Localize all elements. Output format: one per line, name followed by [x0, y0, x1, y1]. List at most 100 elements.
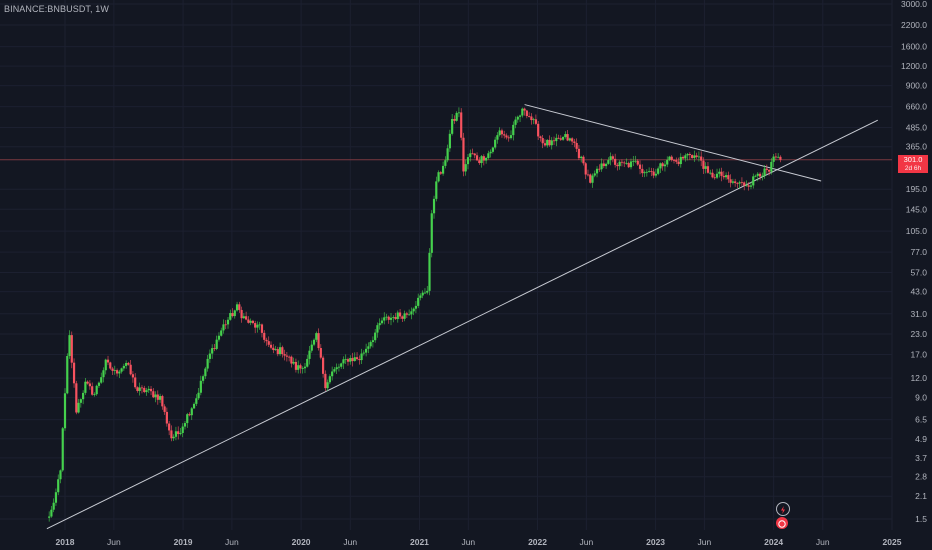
candle-up	[122, 365, 125, 369]
price-axis[interactable]: 3000.0 2200.0 1600.0 1200.0 900.0 660.0 485.0 3…	[901, 0, 927, 524]
candle-up	[412, 308, 415, 312]
candle-down	[688, 154, 691, 156]
price-tick-label: 17.0	[910, 350, 927, 360]
candle-down	[577, 148, 581, 159]
candle-down	[351, 358, 354, 361]
candle-up	[564, 134, 567, 137]
candle-down	[299, 365, 302, 369]
candle-down	[462, 137, 465, 172]
candle-up	[340, 363, 343, 367]
candle-down	[695, 155, 698, 158]
grid	[0, 0, 893, 530]
candle-down	[575, 142, 578, 149]
candle-up	[97, 382, 101, 386]
candle-up	[532, 119, 535, 121]
candle-down	[213, 348, 216, 349]
candle-up	[138, 387, 141, 391]
candle-down	[650, 171, 653, 173]
candle-down	[713, 177, 716, 179]
candle-up	[326, 382, 329, 389]
candle-up	[77, 402, 80, 413]
candle-down	[152, 391, 155, 398]
candle-down	[557, 137, 560, 139]
candle-down	[758, 173, 762, 177]
symbol-label[interactable]: BINANCE:BNBUSDT, 1W	[4, 4, 109, 14]
candle-down	[324, 373, 327, 389]
candle-down	[355, 357, 359, 360]
candle-up	[50, 509, 53, 517]
candle-up	[593, 173, 596, 176]
candle-down	[482, 156, 485, 161]
candle-up	[202, 376, 205, 381]
candle-up	[464, 164, 467, 172]
candle-up	[414, 305, 418, 309]
candle-up	[629, 161, 633, 168]
candle-down	[779, 156, 782, 160]
candle-up	[643, 172, 646, 174]
candle-up	[457, 112, 461, 114]
candle-up	[226, 319, 230, 325]
candle-up	[95, 385, 98, 395]
time-tick-label: 2020	[292, 537, 311, 547]
time-axis[interactable]: 2018 Jun 2019 Jun 2020 Jun 2021 Jun 2022 Jun 2023 J…	[56, 537, 902, 547]
candle-down	[627, 163, 630, 168]
candle-up	[102, 370, 105, 378]
candle-up	[125, 362, 128, 366]
candle-down	[616, 164, 619, 167]
candle-up	[496, 135, 499, 140]
candle-up	[371, 340, 375, 343]
candle-up	[609, 156, 612, 161]
candle-down	[394, 316, 397, 320]
candle-up	[190, 408, 193, 416]
candle-up	[432, 198, 436, 214]
candle-down	[534, 119, 538, 124]
candle-down	[156, 394, 159, 400]
candle-up	[344, 359, 347, 360]
candle-down	[672, 160, 676, 161]
candle-down	[500, 130, 504, 135]
candle-up	[66, 356, 69, 394]
candle-up	[54, 492, 58, 503]
candle-up	[480, 156, 483, 164]
candle-up	[756, 173, 759, 176]
candle-down	[774, 156, 777, 158]
candle-up	[360, 353, 363, 361]
price-tick-label: 9.0	[915, 393, 927, 403]
candle-down	[70, 335, 73, 363]
candle-down	[478, 160, 481, 164]
time-tick-label: Jun	[343, 537, 357, 547]
candle-down	[285, 355, 288, 357]
candle-down	[136, 387, 139, 391]
candle-up	[659, 163, 662, 169]
candle-up	[423, 292, 427, 294]
candle-up	[365, 348, 368, 353]
candle-down	[582, 156, 585, 164]
candle-up	[362, 352, 365, 354]
candle-up	[521, 108, 524, 116]
candle-down	[541, 138, 544, 144]
candle-down	[706, 166, 710, 173]
candle-down	[503, 134, 506, 136]
candle-up	[408, 314, 411, 316]
candle-up	[403, 313, 406, 319]
candle-up	[546, 139, 549, 146]
candle-down	[589, 174, 592, 183]
candle-up	[625, 163, 628, 164]
candle-down	[290, 356, 293, 364]
candle-up	[312, 339, 316, 345]
candle-down	[288, 356, 291, 358]
bar-countdown: 2d 6h	[904, 164, 922, 172]
price-tick-label: 105.0	[906, 226, 928, 236]
flash-icon[interactable]	[776, 502, 790, 516]
candle-up	[204, 368, 207, 377]
candle-up	[349, 358, 352, 362]
candle-down	[525, 110, 528, 117]
candle-up	[421, 292, 424, 296]
candle-down	[129, 364, 132, 375]
candle-down	[743, 182, 746, 186]
candle-up	[451, 118, 454, 134]
candle-up	[444, 160, 447, 166]
candle-up	[118, 371, 121, 374]
event-icon[interactable]	[776, 517, 788, 529]
